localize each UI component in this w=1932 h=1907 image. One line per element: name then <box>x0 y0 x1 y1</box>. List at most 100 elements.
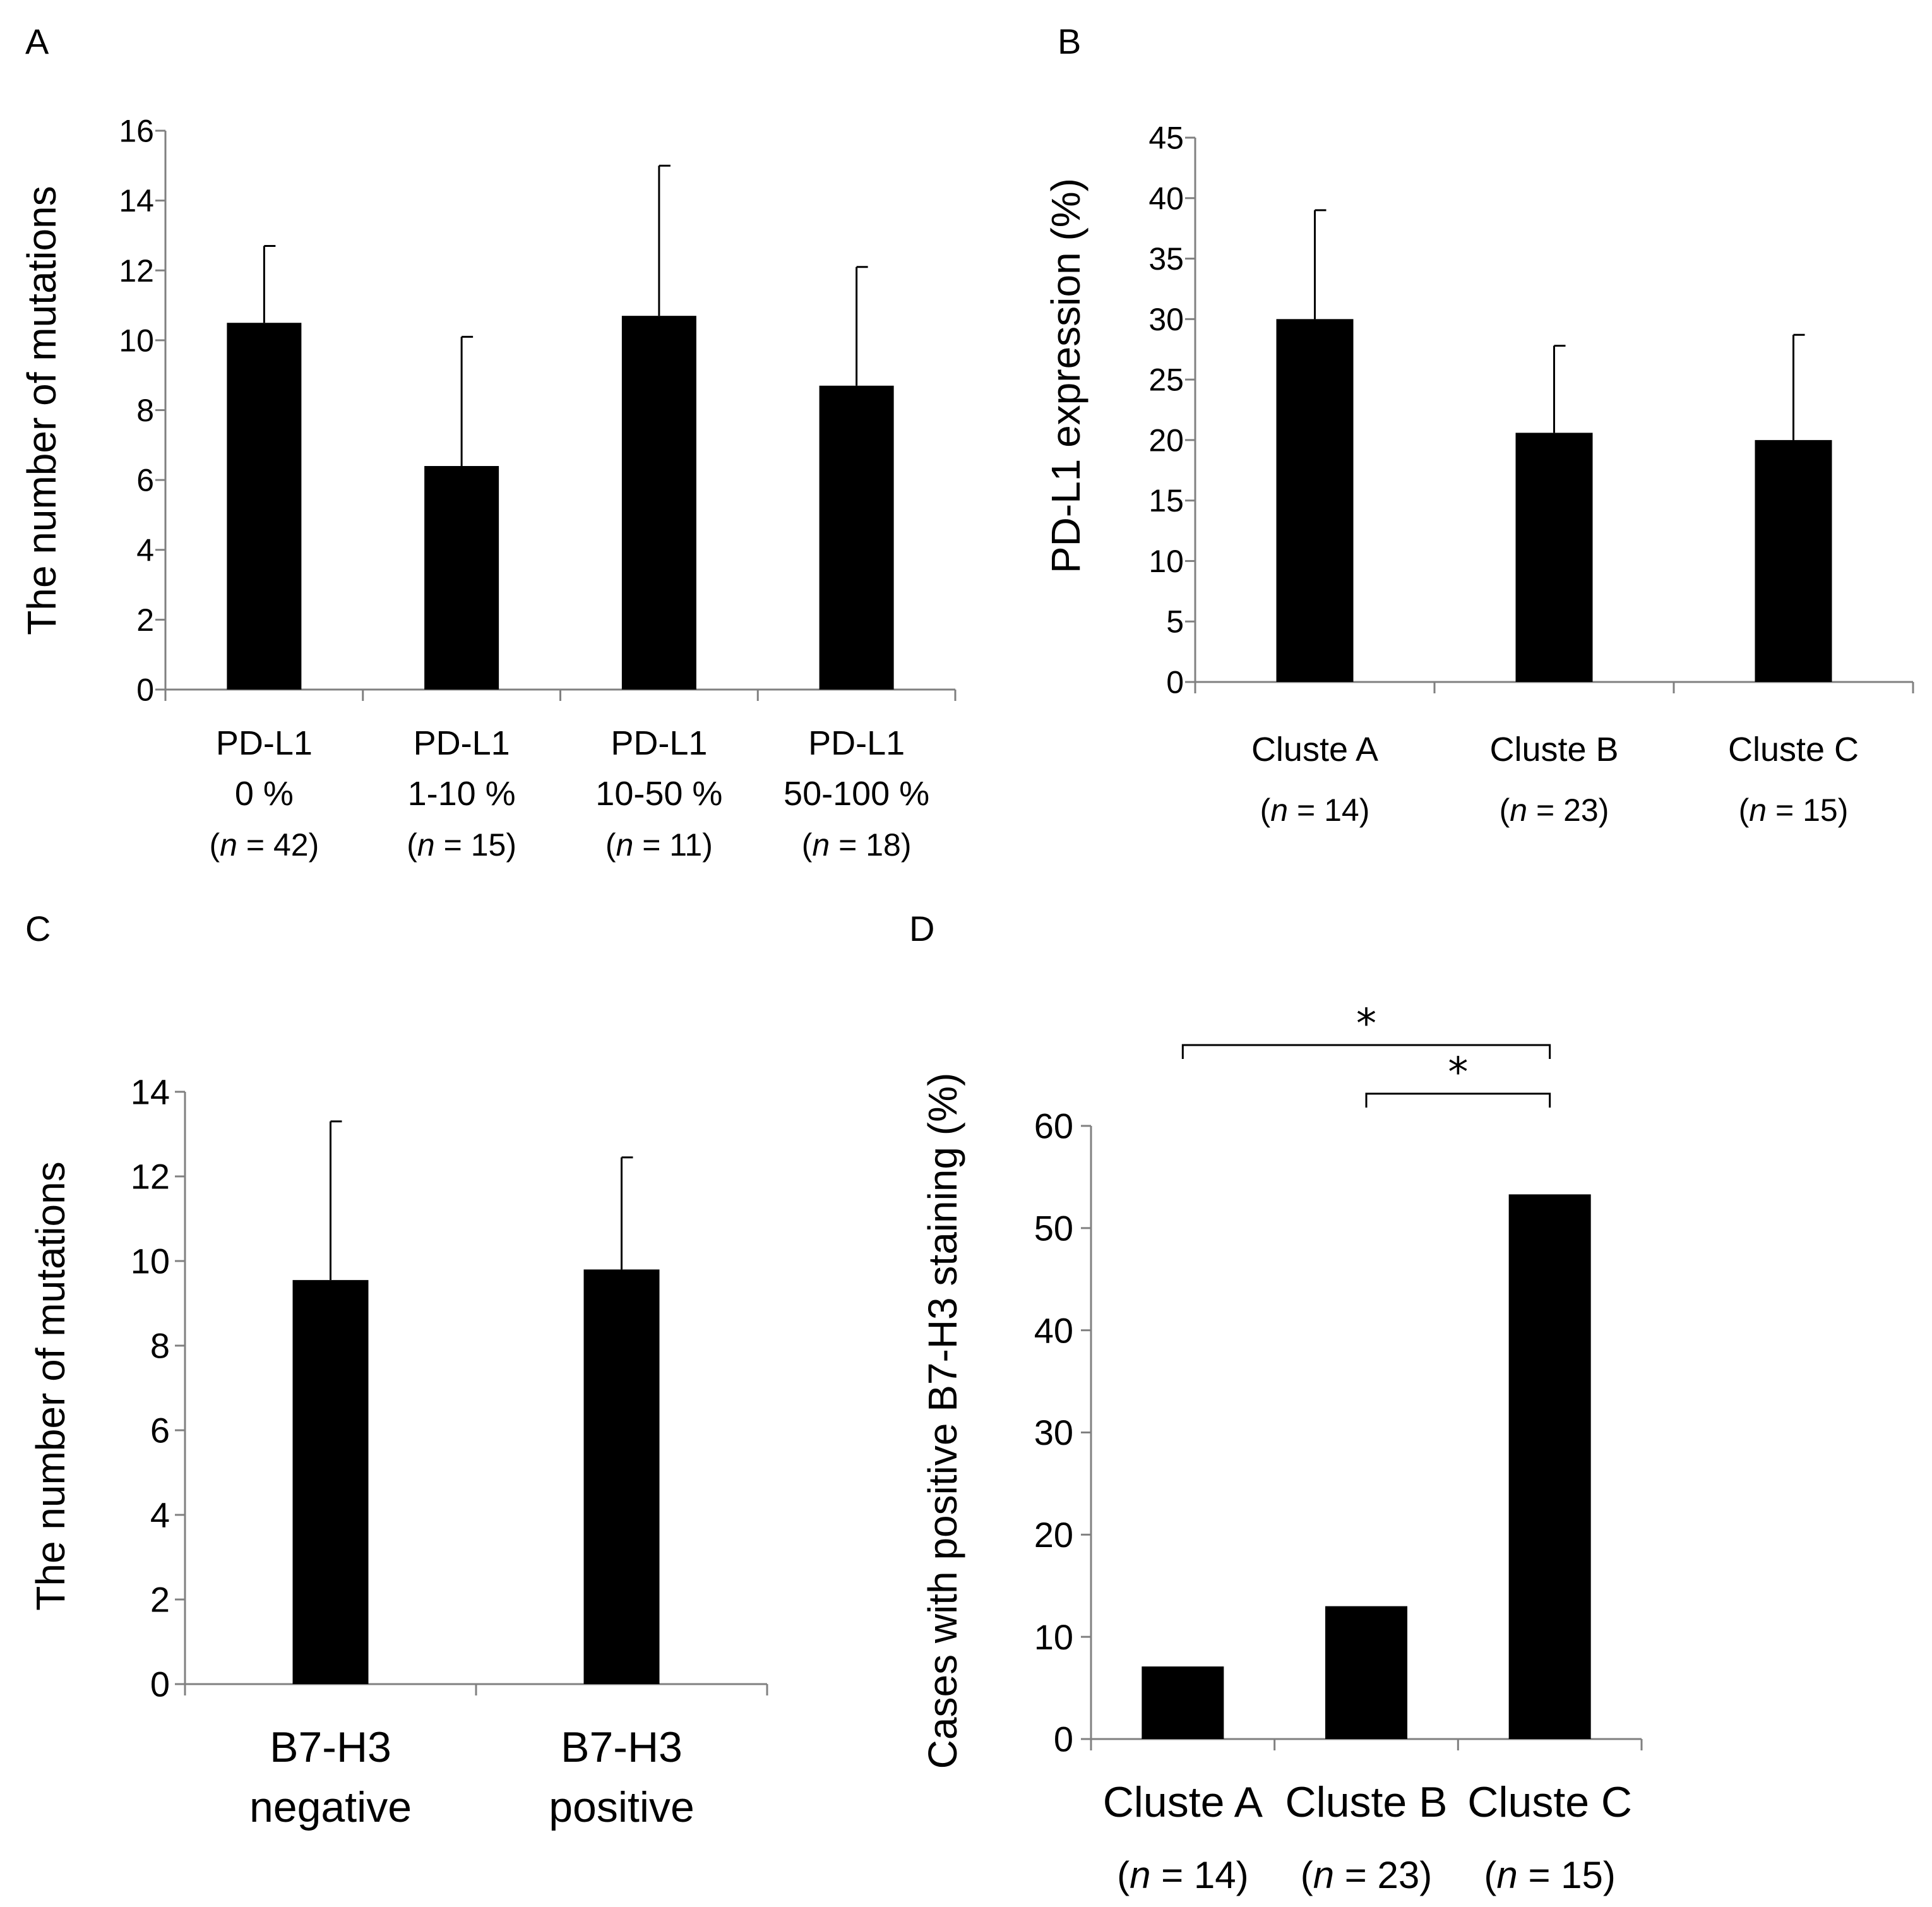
n-prefix: ( <box>1301 1854 1313 1896</box>
y-tick-label: 8 <box>150 1326 170 1366</box>
n-variable: n <box>220 827 237 863</box>
y-tick-label: 6 <box>150 1411 170 1450</box>
y-tick-label: 14 <box>131 1072 170 1112</box>
y-tick-label: 20 <box>1148 422 1184 458</box>
n-variable: n <box>1270 792 1288 828</box>
n-variable: n <box>1130 1854 1150 1896</box>
y-tick-label: 0 <box>1166 665 1184 700</box>
bar <box>292 1280 369 1684</box>
panel-b: B 0 5 10 15 20 25 30 35 40 45 PD-L1 expression (%) C… <box>1043 21 1914 828</box>
n-value: = 23) <box>1334 1854 1432 1896</box>
significance-bracket <box>1181 1044 1551 1059</box>
sample-size-label: (n = 11) <box>605 827 713 863</box>
category-label-line2: 10-50 % <box>595 775 722 813</box>
category-label-line2: 50-100 % <box>784 775 929 813</box>
n-prefix: ( <box>1739 792 1750 828</box>
sample-size-label: (n = 23) <box>1301 1854 1432 1896</box>
y-axis-label: Cases with positive B7-H3 staining (%) <box>920 1073 965 1769</box>
y-tick-label: 16 <box>119 114 154 149</box>
category-label-line2: positive <box>549 1783 695 1831</box>
n-prefix: ( <box>407 827 417 863</box>
n-value: = 14) <box>1150 1854 1248 1896</box>
y-tick-label: 10 <box>131 1241 170 1281</box>
bar <box>1276 319 1354 682</box>
bar <box>1508 1194 1591 1739</box>
panel-a: A 0 2 4 6 8 10 12 14 16 The number of mutations PD-… <box>19 21 957 863</box>
bar <box>819 385 894 690</box>
y-tick-label: 25 <box>1148 362 1184 398</box>
category-label: Cluste C <box>1467 1778 1632 1826</box>
n-variable: n <box>616 827 634 863</box>
bar <box>583 1269 660 1684</box>
y-tick-label: 12 <box>131 1157 170 1197</box>
significance-star: * <box>1448 1049 1468 1096</box>
bar <box>1755 439 1832 682</box>
y-tick-label: 50 <box>1034 1208 1073 1248</box>
y-tick-label: 0 <box>136 673 154 708</box>
y-tick-label: 10 <box>1148 544 1184 579</box>
n-prefix: ( <box>1260 792 1271 828</box>
y-tick-label: 40 <box>1148 181 1184 216</box>
n-variable: n <box>1749 792 1767 828</box>
sample-size-label: (n = 42) <box>210 827 319 863</box>
n-value: = 15) <box>1518 1854 1616 1896</box>
sample-size-label: (n = 23) <box>1500 792 1609 828</box>
n-value: = 15) <box>435 827 516 863</box>
n-prefix: ( <box>1500 792 1510 828</box>
bar <box>1325 1606 1407 1739</box>
significance-star: * <box>1356 1001 1376 1048</box>
y-axis-label: PD-L1 expression (%) <box>1043 178 1088 573</box>
y-tick-label: 10 <box>1034 1617 1073 1657</box>
panel-d: D 0 10 20 30 40 50 60 Cases with positive B7-H3 … <box>909 909 1643 1896</box>
n-value: = 23) <box>1527 792 1609 828</box>
n-variable: n <box>812 827 830 863</box>
n-prefix: ( <box>802 827 813 863</box>
bar <box>621 316 696 690</box>
y-tick-label: 45 <box>1148 121 1184 156</box>
bar <box>227 323 302 690</box>
n-value: = 18) <box>830 827 911 863</box>
y-tick-label: 20 <box>1034 1515 1073 1555</box>
y-tick-label: 0 <box>1054 1719 1073 1759</box>
sample-size-label: (n = 15) <box>407 827 516 863</box>
n-value: = 42) <box>237 827 319 863</box>
y-tick-label: 60 <box>1034 1106 1073 1146</box>
n-prefix: ( <box>210 827 220 863</box>
panel-letter: B <box>1058 21 1081 61</box>
y-tick-label: 0 <box>150 1665 170 1704</box>
n-value: = 11) <box>633 827 713 863</box>
y-tick-label: 14 <box>119 183 154 218</box>
sample-size-label: (n = 15) <box>1739 792 1849 828</box>
bar <box>1142 1666 1224 1739</box>
y-tick-label: 4 <box>150 1495 170 1535</box>
y-tick-label: 6 <box>136 463 154 498</box>
panel-letter: C <box>25 909 51 948</box>
y-tick-label: 12 <box>119 253 154 289</box>
sample-size-label: (n = 15) <box>1484 1854 1615 1896</box>
y-tick-label: 2 <box>136 602 154 638</box>
category-label: PD-L1 <box>414 724 510 762</box>
category-label: PD-L1 <box>808 724 905 762</box>
panel-letter: A <box>25 21 49 61</box>
n-prefix: ( <box>605 827 616 863</box>
y-tick-label: 4 <box>136 532 154 568</box>
n-variable: n <box>1496 1854 1517 1896</box>
sample-size-label: (n = 14) <box>1260 792 1370 828</box>
category-label: Cluste B <box>1285 1778 1448 1826</box>
y-tick-label: 5 <box>1166 604 1184 640</box>
category-label-line2: 0 % <box>235 775 294 813</box>
sample-size-label: (n = 18) <box>802 827 912 863</box>
y-axis-label: The number of mutations <box>19 186 64 635</box>
y-tick-label: 2 <box>150 1580 170 1620</box>
n-variable: n <box>1510 792 1527 828</box>
bar <box>1515 433 1593 682</box>
category-label: Cluste B <box>1489 731 1618 768</box>
n-value: = 14) <box>1288 792 1369 828</box>
y-tick-label: 30 <box>1034 1413 1073 1452</box>
y-tick-label: 30 <box>1148 302 1184 337</box>
y-tick-label: 10 <box>119 323 154 358</box>
category-label: Cluste A <box>1103 1778 1263 1826</box>
category-label: Cluste C <box>1728 731 1859 768</box>
bar <box>424 466 499 690</box>
